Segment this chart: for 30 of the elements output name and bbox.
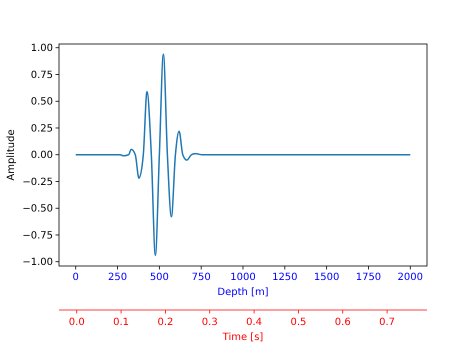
x2-tick-label: 0.1 [113, 317, 130, 328]
y-tick-label: 0.25 [30, 123, 53, 134]
x-tick-label: 2000 [398, 272, 423, 283]
x2-tick-label: 0.2 [157, 317, 174, 328]
y-tick-label: −1.00 [22, 257, 53, 268]
y-axis-title: Amplitude [6, 129, 17, 181]
x2-axis-title: Time [s] [222, 332, 264, 343]
x-tick-label: 1000 [230, 272, 256, 283]
x2-tick-label: 0.4 [246, 317, 262, 328]
y-tick-label: −0.25 [22, 176, 53, 188]
x-tick-label: 1500 [314, 272, 340, 283]
x-tick-label: 500 [150, 272, 169, 283]
x-axis-title: Depth [m] [217, 287, 269, 298]
y-tick-label: 0.50 [30, 96, 53, 108]
x-tick-label: 1750 [356, 272, 382, 283]
x-tick-label: 0 [72, 272, 79, 283]
y-tick-label: −0.50 [22, 204, 53, 215]
y-tick-label: 1.00 [30, 43, 53, 54]
x2-tick-label: 0.7 [379, 317, 396, 328]
x2-tick-label: 0.6 [334, 317, 351, 328]
x2-tick-label: 0.5 [290, 317, 306, 328]
x-tick-label: 250 [108, 272, 128, 283]
y-tick-label: 0.00 [30, 150, 53, 162]
y-tick-label: 0.75 [30, 70, 53, 81]
line-series [74, 53, 412, 256]
y-tick-label: −0.75 [22, 230, 53, 242]
x2-tick-label: 0.0 [68, 317, 85, 328]
x-tick-label: 750 [192, 272, 211, 283]
x-tick-label: 1250 [272, 272, 298, 283]
x2-tick-label: 0.3 [202, 317, 218, 328]
